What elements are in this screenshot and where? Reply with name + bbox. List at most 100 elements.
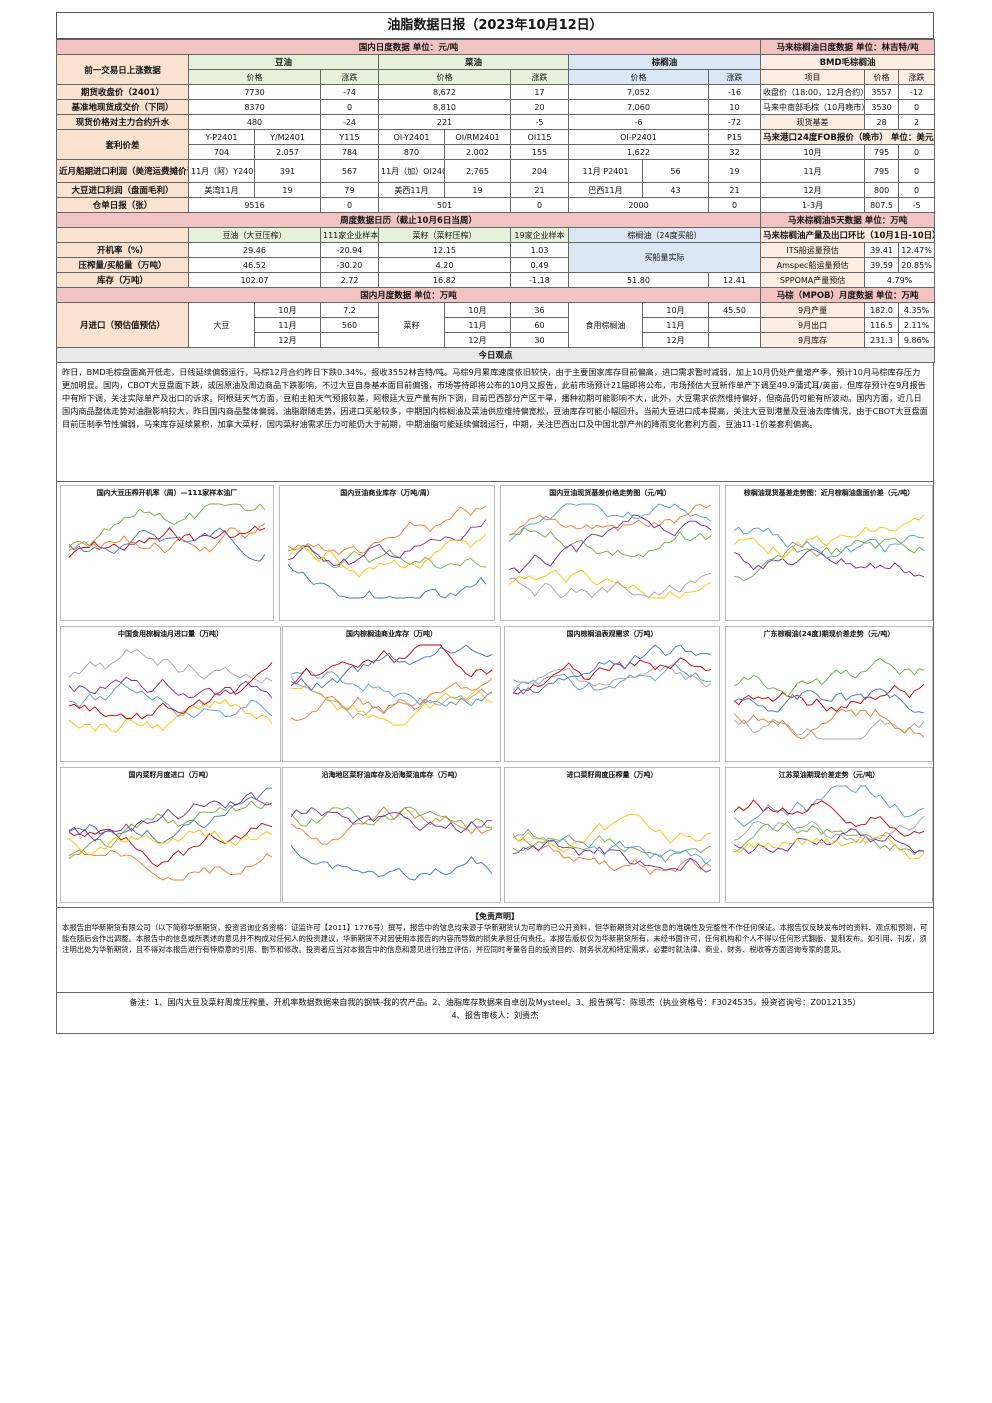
chart-line [68,648,273,684]
cell: 43 [642,182,709,198]
month: 11月 [642,317,709,333]
spread-val: 2.057 [254,144,321,160]
cell: 2.11% [898,317,936,333]
chart-line [290,806,493,845]
cell: 7,060 [568,99,709,115]
chart-grid: 国内大豆压榨开机率（周）—111家样本油厂 国内豆油商业库存（万吨/周） 国内豆… [56,482,934,908]
mpob-label: 9月产量 [760,302,866,318]
cell: 30 [510,332,569,348]
spread-val: 1,622 [568,144,709,160]
price-head: 价格 [378,69,511,85]
chart-line [512,657,712,695]
cell: 231.3 [864,332,900,348]
chart-sketch [508,503,712,599]
cell: 39.41 [864,242,900,258]
change-head: 涨跌 [707,69,762,85]
cell: 45.50 [707,302,762,318]
chart-line [733,799,925,837]
big-label: 大豆进口利润（盘面毛利） [56,182,189,198]
opinion-header: 今日观点 [55,347,936,363]
cell: 16.82 [378,272,511,288]
chart-line [733,548,925,578]
chart-rapeseed-import: 国内菜籽月度进口（万吨） [60,767,281,903]
palm-label: 食用棕榈油 [568,302,643,348]
chart-sketch [290,806,493,881]
cell: 0 [510,197,569,213]
chart-line [290,676,493,719]
weekly-row-label: 库存（万吨） [56,272,189,288]
chart-title: 国内豆油商业库存（万吨/周） [340,489,434,497]
cell: -6 [568,114,709,130]
cell: 79 [320,182,379,198]
month: 10月 [254,302,321,318]
cell: 7,052 [568,84,709,100]
cell: 9.86% [898,332,936,348]
disclaimer-text: 本报告由华新期货有限公司（以下简称华新期货，投资咨询业务资格：证监许可【2011… [62,923,928,954]
group-palm-oil: 棕榈油 [567,54,762,70]
disclaimer-box: 【免责声明】 本报告由华新期货有限公司（以下简称华新期货，投资咨询业务资格：证监… [56,908,934,993]
chart-palm-import: 中国食用棕榈油月进口量（万吨） [60,626,281,762]
cell: 795 [864,159,900,183]
cell [707,317,762,333]
chart-line [733,514,925,560]
chart-palm-demand: 国内棕榈油表观需求（万吨） [504,626,720,762]
cell: 51.80 [568,272,709,288]
chart-line [68,676,273,699]
chart-line [733,785,925,828]
cell: 8,810 [378,99,511,115]
chart-palm-stock: 国内棕榈油商业库存（万吨） [282,626,501,762]
soy-label: 大豆 [188,302,255,348]
month: 12月 [254,332,321,348]
domestic-daily-header: 国内日度数据 单位：元/吨 [55,39,762,55]
disclaimer-title: 【免责声明】 [471,912,519,921]
cell: -72 [707,114,762,130]
first-col-label: 前一交易日上涨数据 [56,54,189,85]
cell: 560 [320,317,379,333]
cell: 0 [320,99,379,115]
cell: 567 [320,159,379,183]
warehouse-label: 仓单日报（张） [56,197,189,213]
cell: 21 [510,182,569,198]
spread-head: Y/M2401 [254,129,321,145]
chart-line [512,663,712,691]
chart-line [68,787,273,844]
spread-head: OI-Y2401 [378,129,445,145]
chart-line [290,845,493,881]
malay-daily-header: 马来棕榈油日度数据 单位：林吉特/吨 [760,39,936,55]
spread-head: OI115 [510,129,569,145]
chart-sketch [68,787,273,881]
chart-line [733,708,925,740]
chart-title: 国内豆油现货基差价格走势图（元/吨） [549,489,671,497]
weekly-head: 19家企业样本 [510,227,569,243]
cell: 391 [254,159,321,183]
cell: 0.49 [510,257,569,273]
chart-title: 进口菜籽周度压榨量（万吨） [566,771,658,779]
cell: 11月（阿）Y2401 [188,159,255,183]
chart-soy-basis: 国内豆油现货基差价格走势图（元/吨） [500,485,720,621]
chart-line [733,820,925,856]
cell: 28 [864,114,900,130]
cell: 4.79% [864,272,936,288]
chart-line [512,834,712,876]
price-head: 价格 [188,69,321,85]
cell: 480 [188,114,321,130]
month: 11月 [254,317,321,333]
cell: 21 [707,182,762,198]
chart-title: 国内菜籽月度进口（万吨） [128,771,213,779]
chart-rape-oil-stock: 沿海地区菜籽油库存及沿海菜油库存（万吨） [282,767,501,903]
cell: 1.03 [510,242,569,258]
group-soy-oil: 豆油 [188,54,379,70]
notes-box: 备注：1、国内大豆及菜籽周度压榨量、开机率数据数据来自我的钢铁-我的农产品。2、… [56,993,934,1034]
cell: 10 [707,99,762,115]
spread-label: 套利价差 [56,129,189,160]
mpob-label: 9月库存 [760,332,866,348]
cell: 3557 [864,84,900,100]
weekly-head: 菜籽（菜籽压榨） [378,227,511,243]
cell: -24 [320,114,379,130]
chart-sketch [733,657,925,740]
month: 10月 [642,302,709,318]
cell: -20.94 [320,242,379,258]
chart-line [512,839,712,873]
malay-item-head: 项目 [760,69,866,85]
cell: 4.20 [378,257,511,273]
